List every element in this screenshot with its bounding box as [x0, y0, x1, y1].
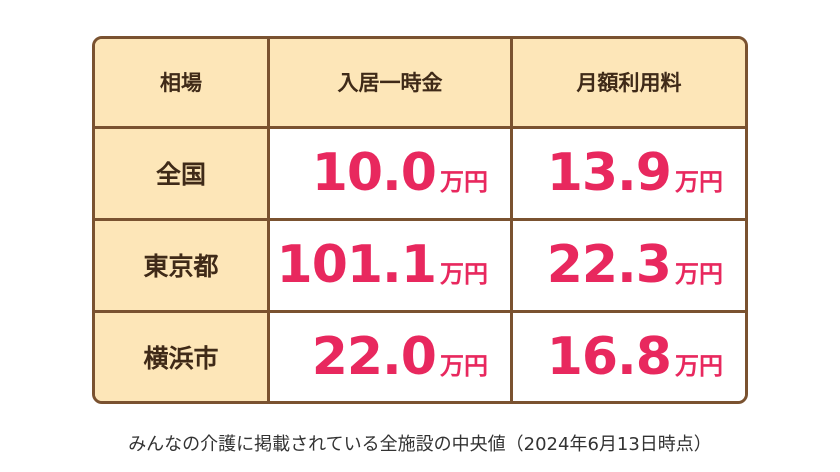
unit: 万円 — [440, 351, 488, 380]
row-label: 東京都 — [95, 217, 270, 313]
row-label: 全国 — [95, 125, 270, 221]
unit: 万円 — [440, 168, 488, 197]
row: 全国 10.0 万円 13.9 万円 — [95, 125, 745, 221]
unit: 万円 — [675, 351, 723, 380]
unit: 万円 — [675, 260, 723, 289]
value-cell: 13.9 万円 — [510, 125, 745, 221]
value: 22.3 — [546, 235, 672, 296]
value: 13.9 — [546, 143, 672, 204]
header-cell: 相場 — [95, 39, 270, 128]
price-table: 相場 入居一時金 月額利用料 全国 10.0 万円 13.9 万円 東京都 101.1 万円 2… — [92, 36, 748, 404]
value: 22.0 — [311, 326, 437, 387]
header-cell: 月額利用料 — [510, 39, 745, 128]
unit: 万円 — [440, 260, 488, 289]
value-cell: 16.8 万円 — [510, 309, 745, 401]
row-label: 横浜市 — [95, 309, 270, 401]
table: 相場 入居一時金 月額利用料 全国 10.0 万円 13.9 万円 東京都 101.1 万円 2… — [95, 39, 745, 401]
caption: みんなの介護に掲載されている全施設の中央値（2024年6月13日時点） — [128, 434, 712, 455]
row: 横浜市 22.0 万円 16.8 万円 — [95, 309, 745, 401]
value-cell: 10.0 万円 — [267, 125, 513, 221]
value: 10.0 — [311, 143, 437, 204]
header-cell: 入居一時金 — [267, 39, 513, 128]
unit: 万円 — [675, 168, 723, 197]
value-cell: 22.0 万円 — [267, 309, 513, 401]
value-cell: 22.3 万円 — [510, 217, 745, 313]
value-cell: 101.1 万円 — [267, 217, 513, 313]
value: 16.8 — [546, 326, 672, 387]
value: 101.1 — [276, 235, 437, 296]
row: 東京都 101.1 万円 22.3 万円 — [95, 217, 745, 313]
header-row: 相場 入居一時金 月額利用料 — [95, 39, 745, 128]
